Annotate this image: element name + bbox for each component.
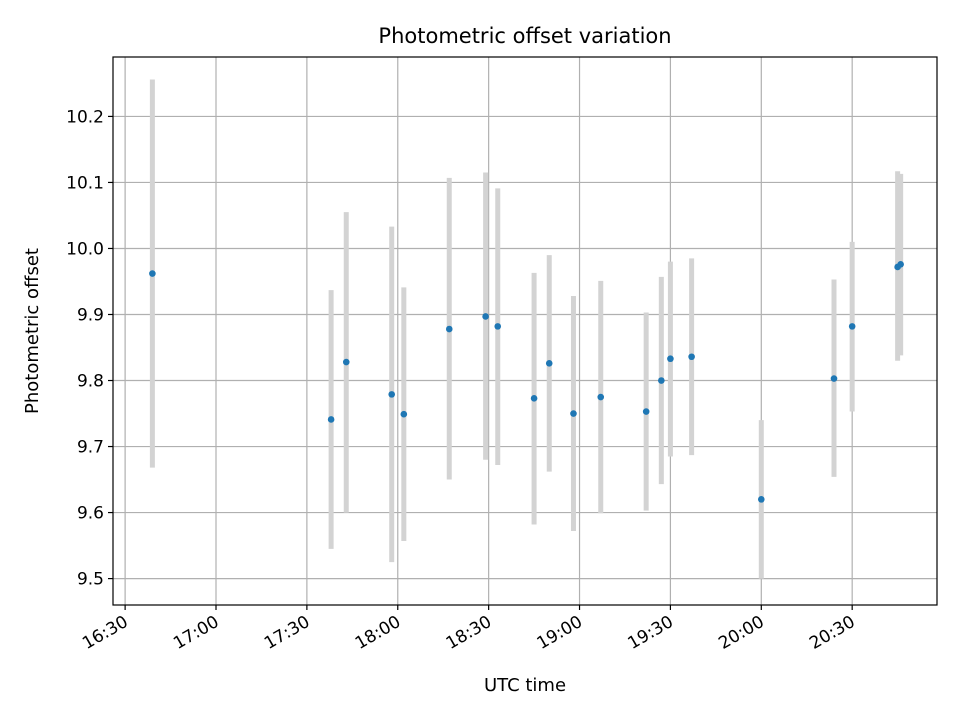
data-point (597, 393, 605, 401)
data-point (530, 395, 538, 402)
y-axis-label: Photometric offset (22, 248, 43, 414)
data-point (570, 410, 577, 417)
data-point (149, 270, 156, 277)
data-points (149, 261, 904, 503)
data-point (482, 313, 489, 320)
data-point (494, 323, 502, 330)
chart-title: Photometric offset variation (378, 24, 671, 48)
y-tick-label: 10.0 (66, 239, 104, 259)
data-point (757, 496, 765, 503)
data-point (667, 355, 674, 363)
data-point (688, 353, 695, 361)
y-tick-label: 9.7 (77, 438, 104, 458)
data-point (545, 360, 553, 367)
plot-frame (112, 56, 938, 606)
grid-lines (113, 57, 937, 605)
y-tick-label: 9.8 (77, 372, 104, 392)
data-point (400, 410, 408, 418)
y-axis-ticks: 9.5 9.6 9.7 9.8 9.9 10.0 10.1 10.2 (66, 107, 113, 590)
y-tick-label: 9.6 (77, 504, 104, 524)
data-point (897, 261, 904, 268)
plot-area (113, 57, 937, 605)
y-tick-label: 10.2 (66, 107, 104, 127)
y-tick-label: 9.9 (77, 305, 104, 325)
data-point (848, 323, 856, 330)
data-point (388, 391, 396, 398)
x-axis-label: UTC time (484, 675, 566, 696)
data-point (342, 358, 350, 366)
data-point (830, 375, 838, 382)
data-point (658, 377, 665, 384)
y-tick-label: 9.5 (77, 570, 104, 590)
data-point (445, 325, 453, 333)
y-tick-label: 10.1 (66, 173, 104, 193)
data-point (642, 408, 650, 415)
data-point (327, 416, 335, 423)
